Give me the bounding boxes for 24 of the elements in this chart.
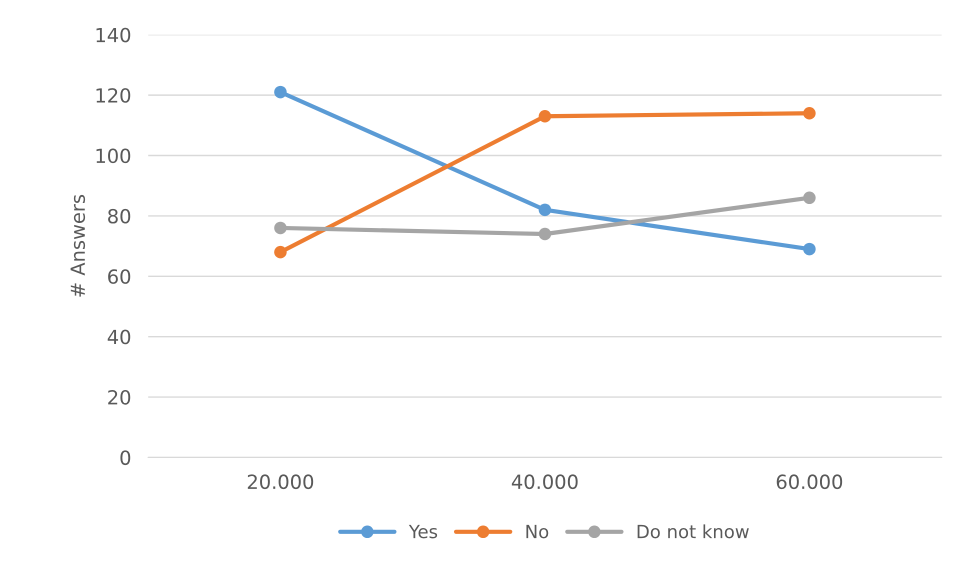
x-tick-label: 40.000	[512, 474, 578, 490]
point	[274, 222, 287, 234]
point	[803, 106, 816, 120]
point	[538, 228, 552, 240]
y-axis-title: # Answers	[70, 194, 86, 297]
y-tick-label: 120	[96, 88, 130, 103]
x-tick-label: 60.000	[776, 474, 842, 490]
y-tick-label: 60	[108, 269, 130, 284]
legend-label: Do not know	[638, 524, 749, 538]
y-tick-label: 0	[120, 450, 130, 466]
y-tick-label: 80	[108, 208, 130, 224]
point	[274, 246, 287, 258]
x-tick-label: 20.000	[248, 474, 314, 490]
y-tick-label: 140	[96, 28, 130, 42]
point	[538, 204, 552, 216]
y-tick-label: 40	[108, 330, 130, 344]
point	[803, 192, 816, 204]
point	[803, 242, 816, 256]
legend-label: Yes	[408, 524, 438, 538]
y-tick-label: 100	[96, 148, 130, 164]
y-tick-label: 20	[108, 390, 130, 405]
point	[274, 86, 287, 98]
point	[538, 110, 552, 123]
legend-label: No	[526, 524, 548, 538]
